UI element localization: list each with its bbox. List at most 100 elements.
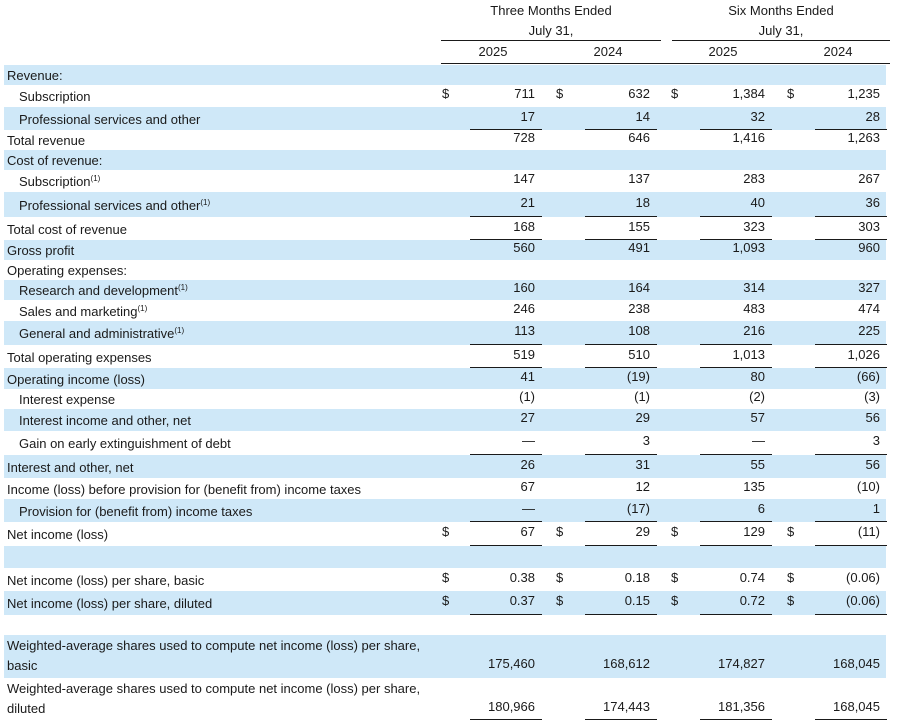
row-label-text: Sales and marketing <box>19 304 138 319</box>
table-row: Net income (loss) per share, basic $0.38 $… <box>4 568 886 591</box>
table-row: Interest income and other, net 27 29 57 56 <box>4 409 886 431</box>
row-label-text: Operating income (loss) <box>7 372 145 387</box>
cell-value: (0.06) <box>846 570 880 585</box>
table-row: Sales and marketing(1) 246 238 483 474 <box>4 300 886 321</box>
row-label: Income (loss) before provision for (bene… <box>7 482 361 498</box>
cell-value: 80 <box>750 369 765 384</box>
row-label: Interest and other, net <box>7 460 133 476</box>
cell-underline <box>470 545 542 546</box>
cell-value: 225 <box>858 323 880 338</box>
cell-value: 1 <box>872 501 880 516</box>
cell-value: 510 <box>628 347 650 362</box>
cell-value: 180,966 <box>488 699 535 714</box>
row-label-text: Subscription <box>19 89 91 104</box>
cell-value: 6 <box>757 501 765 516</box>
table-row: Provision for (benefit from) income taxe… <box>4 499 887 522</box>
table-row: Professional services and other(1) 21 18 40… <box>4 192 887 217</box>
row-label: Provision for (benefit from) income taxe… <box>19 504 252 520</box>
cell-underline <box>815 545 887 546</box>
currency-symbol: $ <box>671 86 679 101</box>
row-label-text: Income (loss) before provision for (bene… <box>7 482 362 497</box>
cell-value: 711 <box>514 86 535 101</box>
cell-value: 129 <box>743 524 765 539</box>
table-row: Weighted-average shares used to compute … <box>4 678 887 720</box>
cell-underline <box>585 521 657 522</box>
cell-value: (1) <box>519 389 535 404</box>
row-label-text: Operating expenses: <box>7 263 127 278</box>
cell-value: (2) <box>749 389 765 404</box>
currency-symbol: $ <box>556 86 564 101</box>
cell-value: 18 <box>635 195 650 210</box>
cell-value: 483 <box>743 301 765 316</box>
cell-value: 40 <box>750 195 765 210</box>
row-label-text: Total cost of revenue <box>7 222 127 237</box>
cell-value: 216 <box>743 323 765 338</box>
cell-value: 1,416 <box>732 130 765 145</box>
cell-underline <box>470 521 542 522</box>
table-row: Operating expenses: <box>4 260 886 280</box>
table-row: Total operating expenses 519 510 1,013 1,026 <box>4 345 887 368</box>
cell-underline <box>815 521 887 522</box>
cell-value: 113 <box>514 323 535 338</box>
row-label: Total cost of revenue <box>7 222 127 238</box>
cell-value: 135 <box>743 479 765 494</box>
cell-value: 160 <box>513 280 535 295</box>
cell-value: (1) <box>634 389 650 404</box>
cell-value: 12 <box>635 479 650 494</box>
table-row: Net income (loss) $67 $29 $129 $ (11) <box>4 522 887 546</box>
currency-symbol: $ <box>787 524 795 539</box>
cell-value: 147 <box>513 171 535 186</box>
header-three-months-rule <box>441 40 661 41</box>
cell-underline <box>585 545 657 546</box>
cell-value: 1,384 <box>732 86 765 101</box>
cell-value: 0.15 <box>624 593 650 608</box>
cell-underline <box>815 216 887 217</box>
row-label-text: Provision for (benefit from) income taxe… <box>19 504 253 519</box>
cell-value: 474 <box>858 301 880 316</box>
cell-underline <box>700 367 772 368</box>
table-row: Total revenue 728 646 1,416 1,263 <box>4 130 886 150</box>
currency-symbol: $ <box>556 570 564 585</box>
header-six-months-rule <box>672 40 890 41</box>
footnote-marker: (1) <box>137 304 148 313</box>
table-row: Gain on early extinguishment of debt — 3 — 3 <box>4 431 887 455</box>
table-row: Gross profit 560 491 1,093 960 <box>4 240 886 260</box>
table-row: Professional services and other 17 14 32 28 <box>4 107 887 130</box>
row-label: General and administrative(1) <box>19 326 184 342</box>
cell-underline <box>585 216 657 217</box>
cell-value: 168 <box>513 219 535 234</box>
table-row: Operating income (loss) 41 (19) 80 (66) <box>4 368 886 389</box>
table-row: Subscription(1) 147 137 283 267 <box>4 170 886 192</box>
row-label: Weighted-average shares used to compute … <box>7 679 447 719</box>
row-label-text: Professional services and other <box>19 112 201 127</box>
cell-value: 21 <box>520 195 535 210</box>
currency-symbol: $ <box>442 86 450 101</box>
cell-underline <box>470 239 542 240</box>
table-row: Research and development(1) 160 164 314 327 <box>4 280 886 300</box>
currency-symbol: $ <box>442 524 450 539</box>
cell-value: 174,827 <box>718 656 765 671</box>
cell-value: 137 <box>628 171 650 186</box>
year-header-rule <box>441 63 890 64</box>
cell-underline <box>700 719 772 720</box>
cell-value: 56 <box>865 410 880 425</box>
row-label-text: Research and development <box>19 283 178 298</box>
cell-value: 31 <box>635 457 650 472</box>
cell-value: 17 <box>520 109 535 124</box>
header-six-months-sub: July 31, <box>758 23 804 38</box>
table-row: Income (loss) before provision for (bene… <box>4 478 886 499</box>
cell-value: 55 <box>750 457 765 472</box>
row-label: Operating income (loss) <box>7 372 145 388</box>
currency-symbol: $ <box>671 593 679 608</box>
row-label: Total operating expenses <box>7 350 152 366</box>
cell-value: (17) <box>626 501 650 516</box>
cell-value: (10) <box>856 479 880 494</box>
row-label-text: General and administrative <box>19 326 175 341</box>
row-label: Revenue: <box>7 68 63 84</box>
cell-underline <box>470 367 542 368</box>
cell-value: 303 <box>858 219 880 234</box>
cell-value: 3 <box>872 433 880 448</box>
cell-underline <box>815 129 887 130</box>
cell-value: 0.38 <box>509 570 535 585</box>
cell-value: 646 <box>628 130 650 145</box>
